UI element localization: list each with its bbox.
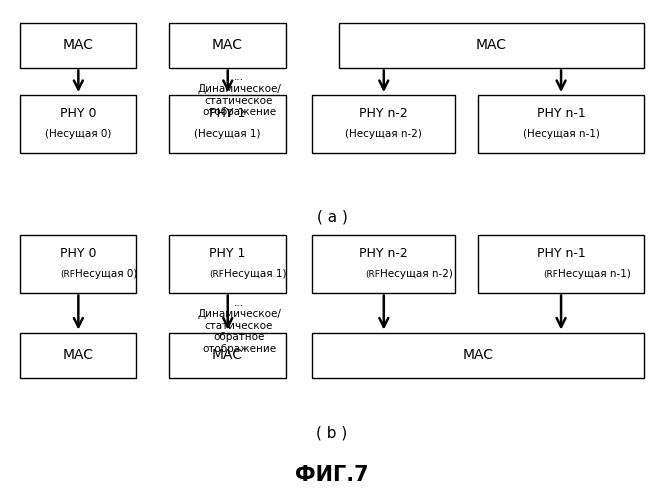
Text: (RF: (RF xyxy=(543,270,558,278)
Text: (Несущая n-1): (Несущая n-1) xyxy=(523,129,600,139)
Text: (RF: (RF xyxy=(60,270,74,278)
Text: PHY n-2: PHY n-2 xyxy=(359,107,408,120)
FancyBboxPatch shape xyxy=(339,22,644,68)
Text: Несущая n-1): Несущая n-1) xyxy=(558,269,631,279)
Text: (RF: (RF xyxy=(365,270,380,278)
Text: PHY n-1: PHY n-1 xyxy=(537,107,586,120)
Text: ФИГ.7: ФИГ.7 xyxy=(295,465,369,485)
Text: Несущая 1): Несущая 1) xyxy=(224,269,287,279)
Text: PHY 1: PHY 1 xyxy=(209,107,246,120)
Text: (Несущая 1): (Несущая 1) xyxy=(194,129,261,139)
Text: PHY n-2: PHY n-2 xyxy=(359,247,408,260)
Text: Несущая n-2): Несущая n-2) xyxy=(380,269,453,279)
Text: MAC: MAC xyxy=(212,38,243,52)
FancyBboxPatch shape xyxy=(20,22,136,68)
FancyBboxPatch shape xyxy=(20,235,136,292)
FancyBboxPatch shape xyxy=(478,235,644,292)
FancyBboxPatch shape xyxy=(169,95,286,152)
Text: PHY 0: PHY 0 xyxy=(60,107,96,120)
Text: PHY 0: PHY 0 xyxy=(60,247,96,260)
FancyBboxPatch shape xyxy=(20,332,136,378)
Text: (Несущая 0): (Несущая 0) xyxy=(45,129,111,139)
Text: ...
Динамическое/
статическое
отображение: ... Динамическое/ статическое отображени… xyxy=(197,72,281,118)
Text: Несущая 0): Несущая 0) xyxy=(74,269,137,279)
Text: MAC: MAC xyxy=(463,348,493,362)
Text: ( a ): ( a ) xyxy=(317,210,347,225)
FancyBboxPatch shape xyxy=(312,332,644,378)
Text: ...
Динамическое/
статическое
обратное
отображение: ... Динамическое/ статическое обратное о… xyxy=(197,298,281,354)
FancyBboxPatch shape xyxy=(312,235,455,292)
Text: (RF: (RF xyxy=(209,270,224,278)
FancyBboxPatch shape xyxy=(20,95,136,152)
Text: (Несущая n-2): (Несущая n-2) xyxy=(345,129,422,139)
Text: PHY n-1: PHY n-1 xyxy=(537,247,586,260)
Text: MAC: MAC xyxy=(476,38,507,52)
Text: MAC: MAC xyxy=(62,348,94,362)
Text: MAC: MAC xyxy=(62,38,94,52)
FancyBboxPatch shape xyxy=(312,95,455,152)
FancyBboxPatch shape xyxy=(169,22,286,68)
Text: PHY 1: PHY 1 xyxy=(209,247,246,260)
FancyBboxPatch shape xyxy=(169,235,286,292)
Text: ( b ): ( b ) xyxy=(316,425,348,440)
FancyBboxPatch shape xyxy=(478,95,644,152)
FancyBboxPatch shape xyxy=(169,332,286,378)
Text: MAC: MAC xyxy=(212,348,243,362)
